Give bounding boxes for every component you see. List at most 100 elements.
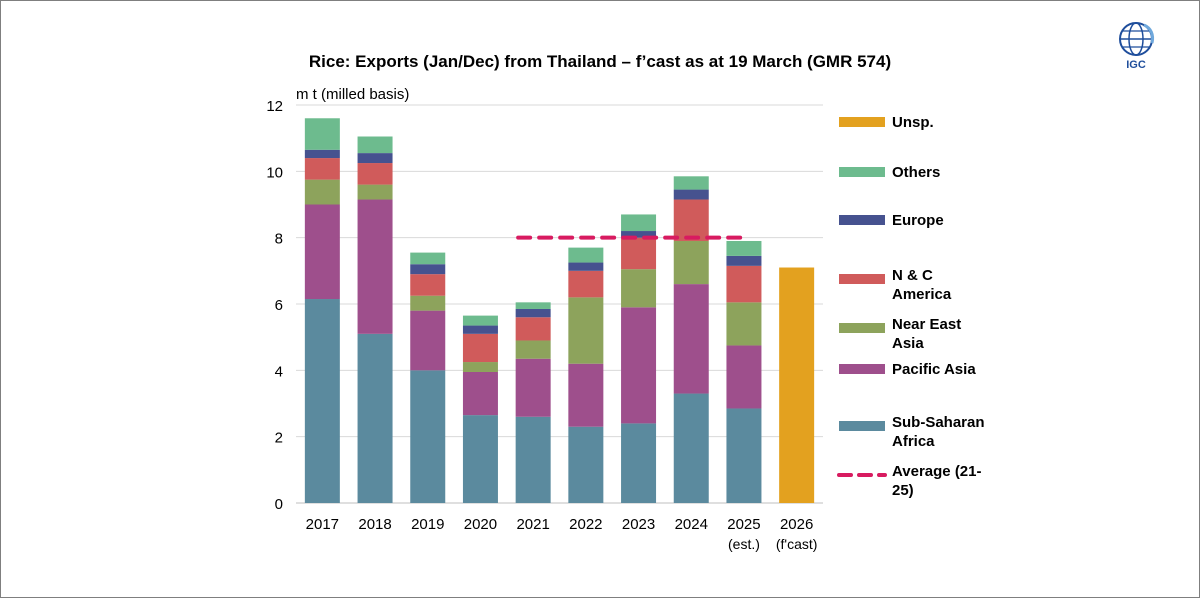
x-tick-label: 2025 xyxy=(727,516,760,533)
bar-segment xyxy=(568,363,604,427)
bar-segment xyxy=(410,295,446,311)
bar-segment xyxy=(515,317,551,341)
bar-segment xyxy=(568,297,604,364)
bar-segment xyxy=(357,199,393,334)
y-tick-label: 0 xyxy=(275,496,283,513)
legend-swatch xyxy=(839,215,885,225)
legend-label: Europe xyxy=(892,212,944,229)
legend-swatch xyxy=(839,274,885,284)
bar-segment xyxy=(621,231,657,238)
y-tick-label: 2 xyxy=(275,430,283,447)
legend-swatch xyxy=(839,323,885,333)
y-tick-label: 10 xyxy=(266,164,283,181)
legend-label: Near East xyxy=(892,316,961,333)
bar-segment xyxy=(779,267,815,503)
x-tick-label: 2022 xyxy=(569,516,602,533)
bar-segment xyxy=(673,176,709,190)
bar-segment xyxy=(621,423,657,503)
bar-segment xyxy=(304,118,340,150)
bar-segment xyxy=(673,199,709,241)
bar-segment xyxy=(568,270,604,298)
bar-segment xyxy=(410,252,446,265)
legend-swatch xyxy=(839,421,885,431)
x-tick-label: 2026 xyxy=(780,516,813,533)
bar-segment xyxy=(515,416,551,503)
legend-label: Average (21- xyxy=(892,463,982,480)
legend-swatch xyxy=(839,117,885,127)
legend-label: Pacific Asia xyxy=(892,361,976,378)
y-tick-label: 6 xyxy=(275,297,283,314)
bar-segment xyxy=(568,262,604,271)
x-tick-label: 2020 xyxy=(464,516,497,533)
legend-swatch xyxy=(839,167,885,177)
bar-segment xyxy=(726,408,762,503)
bar-segment xyxy=(515,340,551,359)
y-tick-label: 4 xyxy=(275,363,283,380)
bar-segment xyxy=(726,255,762,266)
bar-segment xyxy=(304,158,340,180)
bar-segment xyxy=(568,247,604,263)
bar-segment xyxy=(357,163,393,185)
chart-title: Rice: Exports (Jan/Dec) from Thailand – … xyxy=(309,52,891,71)
bar-segment xyxy=(462,371,498,416)
bar-segment xyxy=(410,264,446,275)
globe-icon xyxy=(1119,22,1155,56)
legend-label: Others xyxy=(892,164,940,181)
bar-segment xyxy=(621,269,657,308)
bar-segment xyxy=(515,358,551,417)
x-tick-label: 2023 xyxy=(622,516,655,533)
bar-segment xyxy=(304,204,340,300)
legend-label: Unsp. xyxy=(892,114,934,131)
bar-segment xyxy=(673,240,709,285)
legend-label: Asia xyxy=(892,335,924,352)
bar-segment xyxy=(357,136,393,154)
bar-segment xyxy=(462,415,498,503)
bar-segment xyxy=(515,308,551,318)
bar-segment xyxy=(410,274,446,296)
x-tick-label: 2017 xyxy=(306,516,339,533)
bar-segment xyxy=(515,302,551,309)
bar-segment xyxy=(621,237,657,270)
x-tick-label: 2019 xyxy=(411,516,444,533)
bar-segment xyxy=(726,240,762,256)
bar-segment xyxy=(726,265,762,303)
bar-segment xyxy=(357,184,393,200)
legend-swatch xyxy=(839,364,885,374)
y-axis-label: m t (milled basis) xyxy=(296,86,409,103)
bar-segment xyxy=(462,315,498,326)
bar-segment xyxy=(462,325,498,334)
x-tick-sublabel: (est.) xyxy=(728,536,760,552)
bar-segment xyxy=(410,310,446,371)
bar-segment xyxy=(357,333,393,503)
x-tick-label: 2021 xyxy=(516,516,549,533)
legend-label: N & C xyxy=(892,267,933,284)
bar-segment xyxy=(621,214,657,232)
bar-segment xyxy=(673,189,709,200)
bar-segment xyxy=(568,426,604,503)
legend-label: Sub-Saharan xyxy=(892,414,985,431)
bar-segment xyxy=(462,333,498,363)
y-tick-label: 8 xyxy=(275,231,283,248)
bar-segment xyxy=(726,302,762,346)
x-tick-label: 2024 xyxy=(675,516,708,533)
bar-segment xyxy=(304,179,340,205)
x-tick-sublabel: (f'cast) xyxy=(776,536,818,552)
bar-segment xyxy=(304,149,340,159)
logo-text: IGC xyxy=(1126,59,1146,71)
bar-segment xyxy=(357,153,393,164)
legend-label: 25) xyxy=(892,482,914,499)
legend-label: Africa xyxy=(892,433,935,450)
igc-logo: IGC xyxy=(1111,19,1161,77)
bar-segment xyxy=(462,362,498,372)
y-tick-label: 12 xyxy=(266,98,283,115)
bar-segment xyxy=(673,393,709,503)
bar-segment xyxy=(673,284,709,394)
legend-label: America xyxy=(892,286,952,303)
bar-segment xyxy=(304,299,340,503)
bar-segment xyxy=(621,307,657,424)
bar-segment xyxy=(726,345,762,409)
bar-segment xyxy=(410,370,446,503)
x-tick-label: 2018 xyxy=(358,516,391,533)
